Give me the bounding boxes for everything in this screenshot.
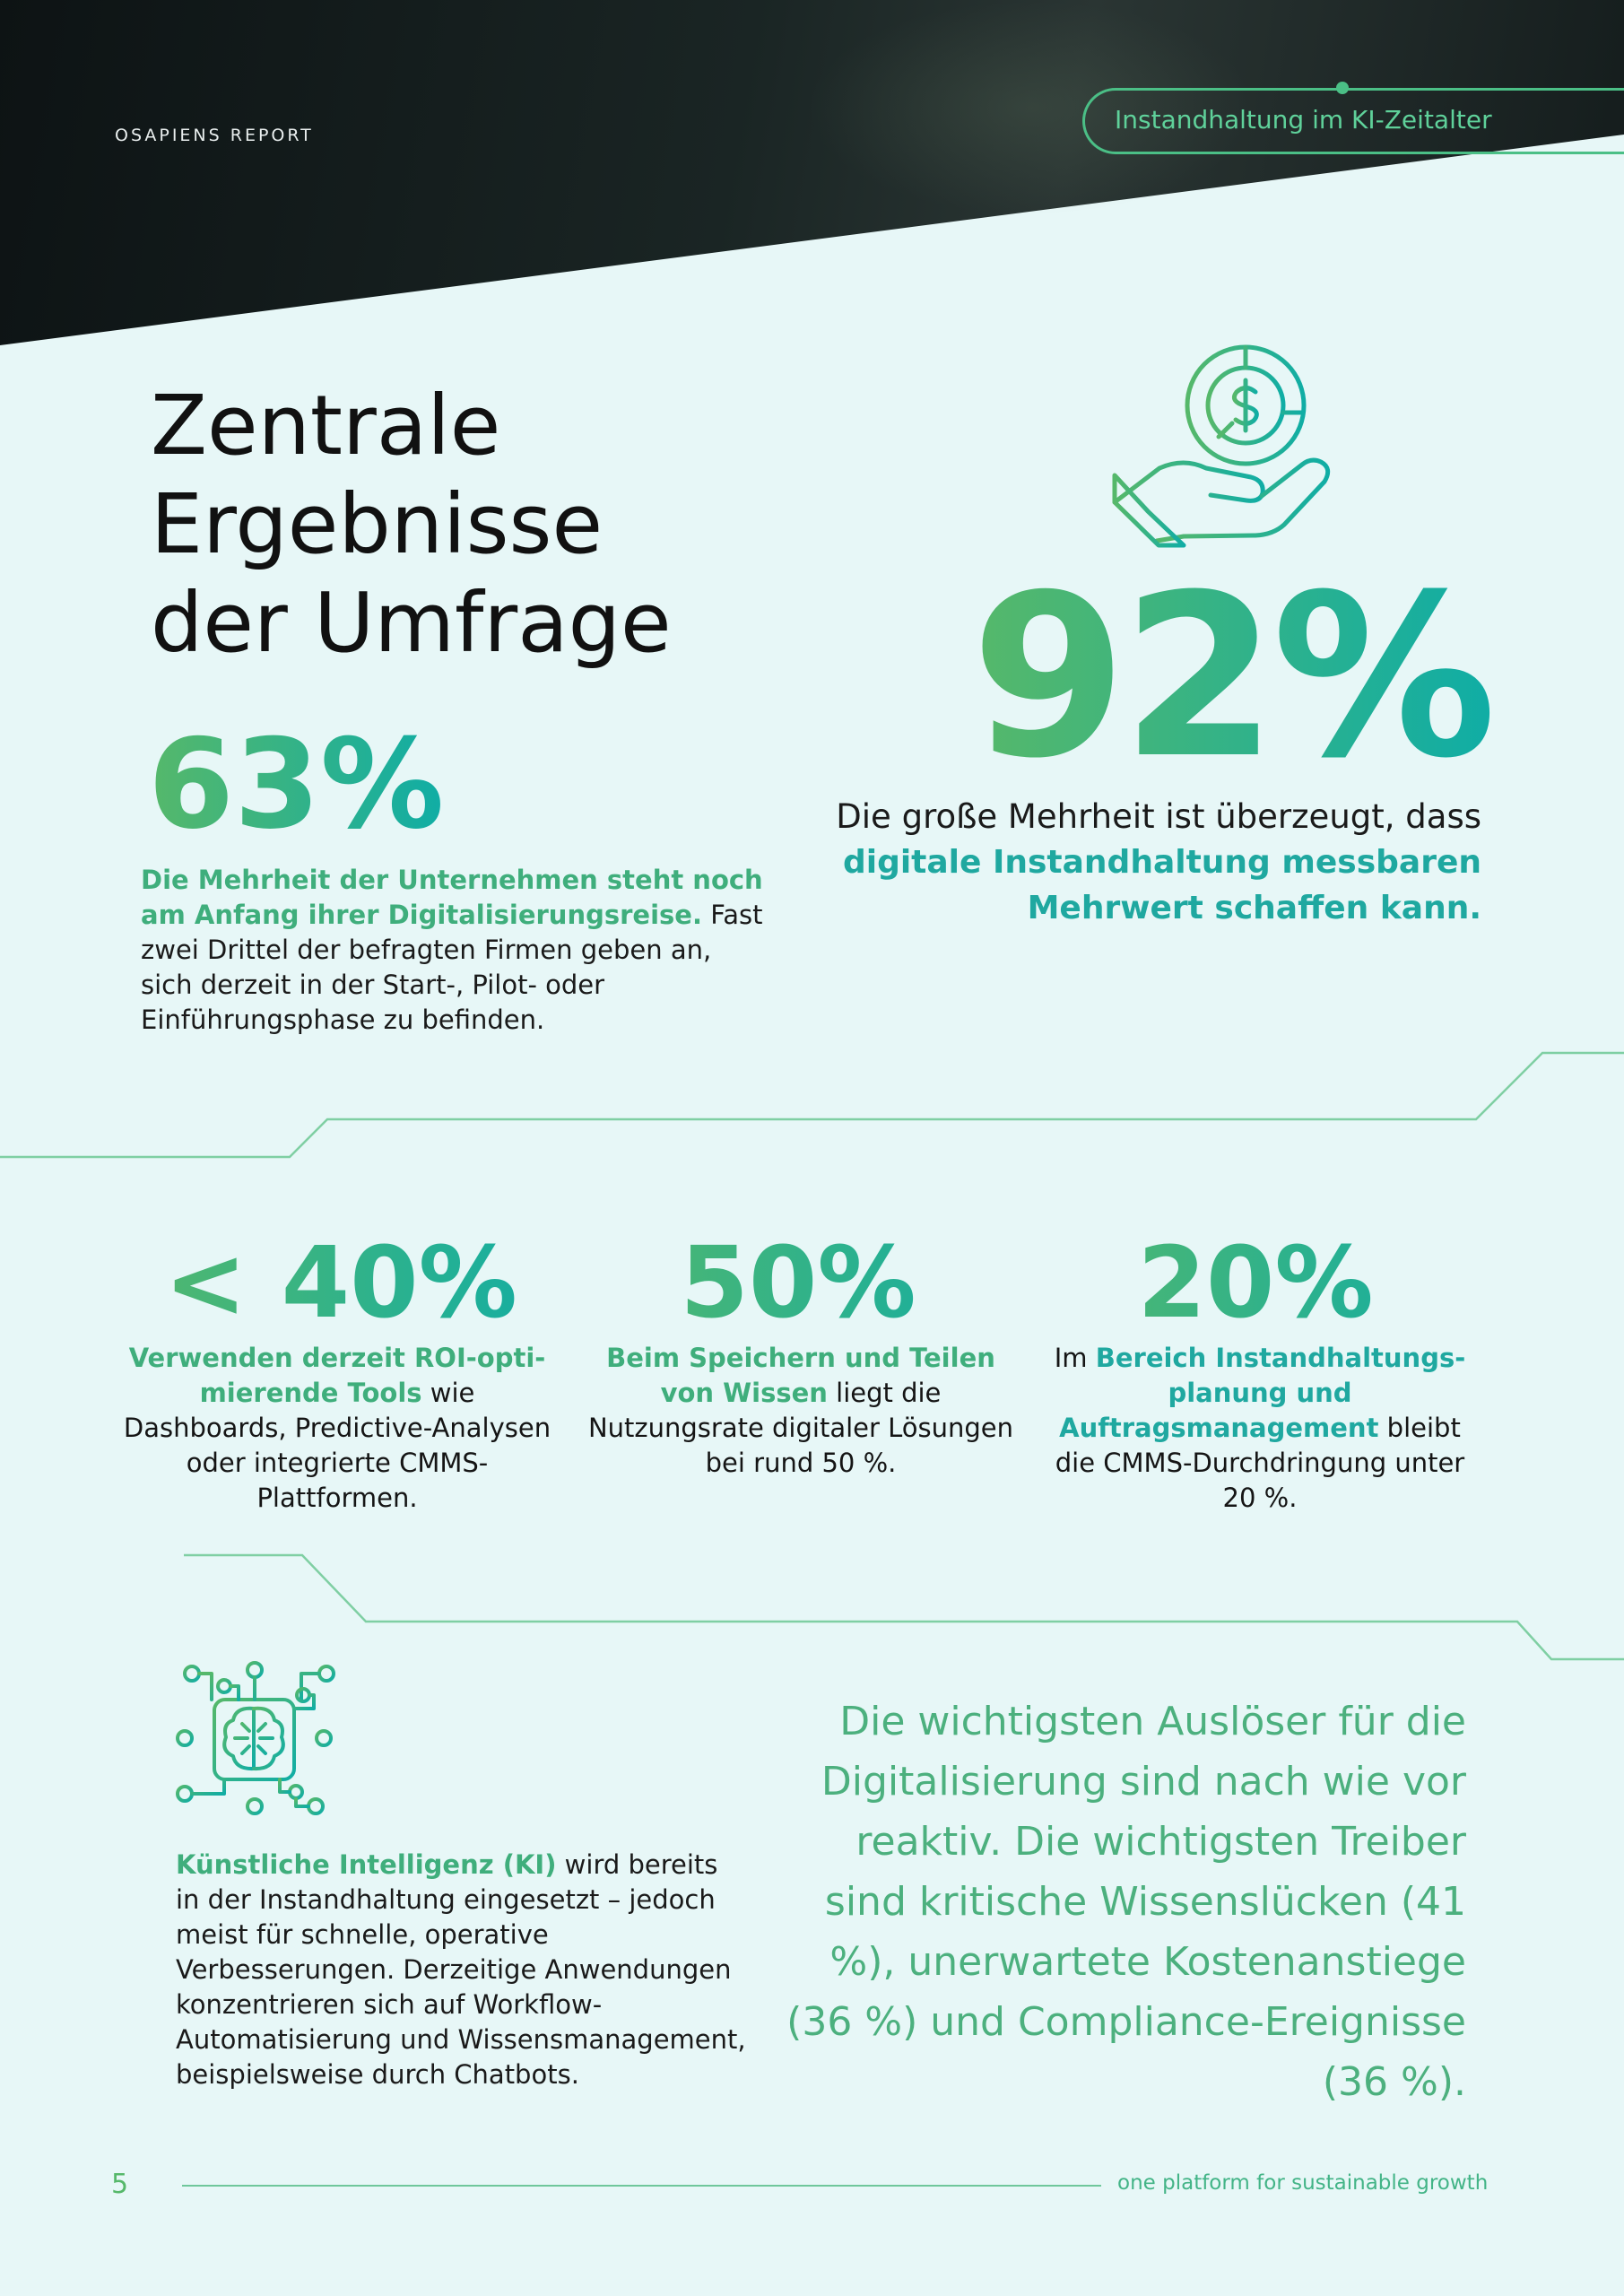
title-line: Ergebnisse (151, 476, 604, 572)
stat-20-body: bleibt die CMMS-Durch­dringung unter 20 … (1055, 1413, 1465, 1513)
stat-50-value: 50% (565, 1229, 1031, 1336)
ki-text: Künstliche Intelligenz (KI) wird bere­it… (176, 1848, 750, 2092)
stat-63-value: 63% (148, 712, 445, 857)
stat-40-highlight: Verwenden derzeit ROI-opti­mierende Tool… (128, 1343, 546, 1408)
section-tag-dot (1336, 82, 1349, 94)
page-title: Zentrale Ergebnisse der Umfrage (151, 377, 672, 673)
stat-63-text: Die Mehrheit der Unternehmen steht noch … (141, 863, 769, 1038)
section-tag-frame (1082, 88, 1624, 154)
ki-body: wird bere­its in der Instandhaltung eing… (176, 1849, 746, 2090)
stat-50-body: liegt die Nutzungsrate digitaler Lösunge… (587, 1378, 1014, 1478)
stat-92-body: Die große Mehrheit ist überzeugt, dass (836, 797, 1481, 836)
section-tag: Instandhaltung im KI-Zeitalter (1115, 105, 1492, 135)
stat-50-text: Beim Speichern und Teilen von Wissen lie… (586, 1341, 1016, 1481)
stat-40-body: wie Dashboards, Predictive-Analysen oder… (123, 1378, 551, 1513)
stat-63-highlight: Die Mehrheit der Unternehmen steht noch … (141, 865, 763, 930)
footer-tagline: one platform for sustainable growth (1117, 2171, 1489, 2195)
key-drivers-quote: Die wichtigsten Auslöser für die Digital… (786, 1699, 1466, 2105)
stat-20-highlight: Bereich Instandhaltungs­planung und Auft… (1059, 1343, 1466, 1443)
stat-92-value: 92% (970, 546, 1497, 807)
title-line: Zentrale (151, 378, 501, 474)
title-line: der Umfrage (151, 575, 672, 671)
stat-20-value: 20% (1022, 1229, 1489, 1336)
stat-50-highlight: Beim Speichern und Teilen von Wissen (606, 1343, 995, 1408)
footer-divider (182, 2185, 1101, 2187)
stat-20-prefix: Im (1054, 1343, 1096, 1373)
stat-92-text: Die große Mehrheit ist überzeugt, dass d… (807, 795, 1481, 931)
header-image-glow (807, 0, 1255, 215)
page-number: 5 (111, 2169, 129, 2200)
report-kicker: OSAPIENS REPORT (115, 126, 314, 145)
ki-highlight: Künstliche Intelligenz (KI) (176, 1849, 557, 1880)
stat-63-body: Fast zwei Drittel der befragten Firmen g… (141, 900, 763, 1035)
stat-20-text: Im Bereich Instandhaltungs­planung und A… (1045, 1341, 1475, 1516)
stat-40-text: Verwenden derzeit ROI-opti­mierende Tool… (122, 1341, 552, 1516)
stat-92-highlight: digitale Instandhaltung mess­baren Mehrw… (842, 844, 1481, 926)
stat-40-value: < 40% (108, 1229, 574, 1336)
